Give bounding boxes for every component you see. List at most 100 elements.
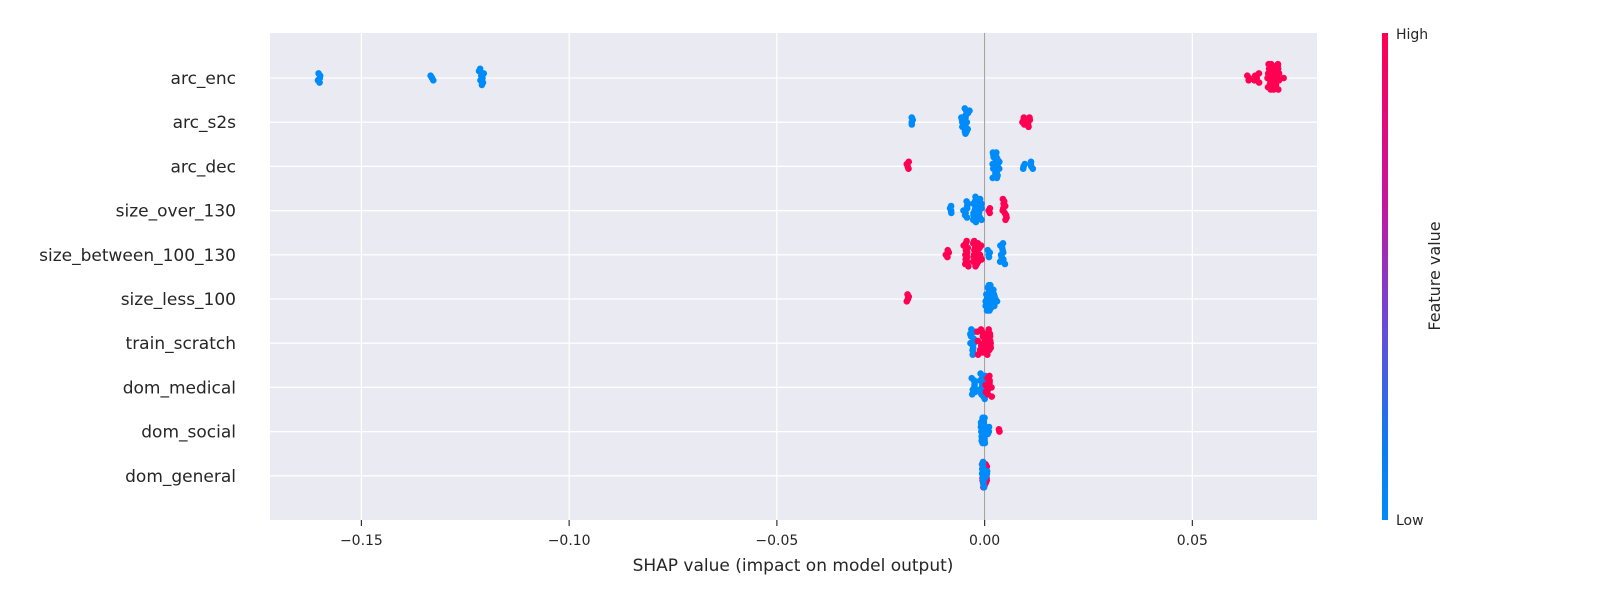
data-point-high bbox=[986, 209, 994, 217]
colorbar-low-label: Low bbox=[1396, 513, 1424, 529]
grid-lines bbox=[270, 33, 1317, 520]
data-point-low bbox=[986, 307, 993, 314]
data-point-low bbox=[977, 370, 984, 377]
data-point-low bbox=[966, 107, 973, 114]
data-point-low bbox=[992, 149, 1000, 156]
feature-label: size_over_130 bbox=[116, 202, 236, 222]
x-tick-label: −0.10 bbox=[548, 533, 591, 549]
data-point-low bbox=[981, 414, 988, 422]
data-point-low bbox=[1029, 165, 1037, 172]
data-point-low bbox=[963, 198, 970, 205]
data-point-high bbox=[965, 263, 972, 270]
data-point-high bbox=[1025, 123, 1032, 131]
data-point-high bbox=[978, 328, 986, 336]
x-tick-label: −0.15 bbox=[340, 533, 383, 549]
data-point-low bbox=[908, 114, 916, 121]
data-point-low bbox=[999, 240, 1007, 247]
x-tick-label: −0.05 bbox=[755, 533, 798, 549]
data-point-low bbox=[989, 288, 997, 296]
data-point-high bbox=[1255, 79, 1263, 86]
data-point-high bbox=[988, 393, 996, 400]
feature-label: train_scratch bbox=[126, 334, 236, 354]
data-point-low bbox=[1027, 158, 1035, 166]
feature-label: arc_s2s bbox=[173, 113, 237, 133]
data-point-high bbox=[963, 237, 971, 245]
feature-label: arc_dec bbox=[171, 157, 236, 177]
data-point-high bbox=[1268, 83, 1276, 91]
data-point-high bbox=[1255, 70, 1263, 77]
colorbar: High Low Feature value bbox=[1382, 27, 1444, 529]
data-point-high bbox=[974, 337, 982, 345]
data-point-high bbox=[1275, 86, 1282, 93]
data-point-low bbox=[984, 246, 992, 254]
x-axis-ticks: −0.15 −0.10 −0.05 0.00 0.05 bbox=[340, 520, 1208, 549]
data-point-high bbox=[984, 351, 991, 359]
data-point-low bbox=[948, 209, 955, 217]
data-point-high bbox=[903, 298, 911, 305]
data-point-high bbox=[986, 372, 993, 380]
data-point-low bbox=[983, 467, 991, 475]
x-tick-label: 0.00 bbox=[969, 533, 1000, 549]
data-point-low bbox=[968, 391, 976, 398]
data-point-high bbox=[985, 326, 992, 333]
data-point-low bbox=[985, 281, 993, 289]
data-point-low bbox=[1001, 260, 1009, 268]
data-point-low bbox=[979, 458, 987, 466]
data-point-low bbox=[430, 77, 437, 84]
colorbar-title: Feature value bbox=[1425, 221, 1444, 330]
data-point-high bbox=[1275, 70, 1283, 77]
data-point-low bbox=[981, 474, 989, 482]
data-point-low bbox=[908, 121, 916, 128]
data-point-low bbox=[993, 174, 1001, 182]
data-point-high bbox=[944, 253, 951, 261]
data-point-low bbox=[985, 253, 993, 261]
feature-labels: arc_enc arc_s2s arc_dec size_over_130 size_b… bbox=[39, 69, 236, 487]
data-point-low bbox=[972, 218, 980, 226]
x-tick-label: 0.05 bbox=[1177, 533, 1208, 549]
data-point-high bbox=[1275, 77, 1282, 84]
data-point-low bbox=[968, 374, 976, 382]
feature-label: arc_enc bbox=[171, 69, 236, 89]
colorbar-high-label: High bbox=[1396, 27, 1428, 43]
feature-label: size_between_100_130 bbox=[39, 246, 236, 266]
data-point-low bbox=[985, 423, 993, 431]
data-point-low bbox=[981, 395, 989, 403]
data-point-high bbox=[904, 291, 911, 298]
data-point-low bbox=[980, 484, 988, 491]
data-point-low bbox=[476, 65, 484, 73]
data-point-high bbox=[995, 426, 1003, 433]
data-point-low bbox=[981, 439, 989, 447]
data-point-high bbox=[905, 165, 912, 172]
data-points bbox=[314, 60, 1287, 491]
data-point-low bbox=[978, 216, 985, 224]
data-point-high bbox=[944, 246, 952, 254]
plot-background bbox=[270, 33, 1317, 520]
data-point-low bbox=[963, 214, 971, 221]
data-point-low bbox=[969, 351, 976, 359]
data-point-high bbox=[974, 240, 982, 247]
data-point-high bbox=[1002, 216, 1009, 224]
feature-label: dom_general bbox=[125, 467, 236, 487]
data-point-high bbox=[1274, 60, 1282, 68]
data-point-high bbox=[987, 337, 994, 345]
data-point-low bbox=[961, 128, 969, 135]
x-axis-title: SHAP value (impact on model output) bbox=[633, 556, 954, 576]
feature-label: size_less_100 bbox=[121, 290, 236, 310]
data-point-high bbox=[999, 195, 1007, 203]
data-point-high bbox=[1026, 114, 1033, 121]
data-point-low bbox=[984, 430, 992, 438]
data-point-low bbox=[947, 202, 955, 210]
colorbar-gradient bbox=[1382, 33, 1388, 520]
data-point-high bbox=[905, 158, 913, 166]
data-point-low bbox=[1019, 165, 1027, 172]
data-point-high bbox=[973, 260, 981, 268]
data-point-high bbox=[1245, 77, 1252, 84]
data-point-low bbox=[968, 326, 975, 333]
data-point-low bbox=[976, 195, 984, 203]
feature-label: dom_medical bbox=[123, 378, 236, 398]
data-point-low bbox=[989, 300, 997, 307]
data-point-low bbox=[478, 81, 486, 89]
data-point-low bbox=[316, 79, 323, 86]
data-point-high bbox=[1280, 74, 1287, 82]
